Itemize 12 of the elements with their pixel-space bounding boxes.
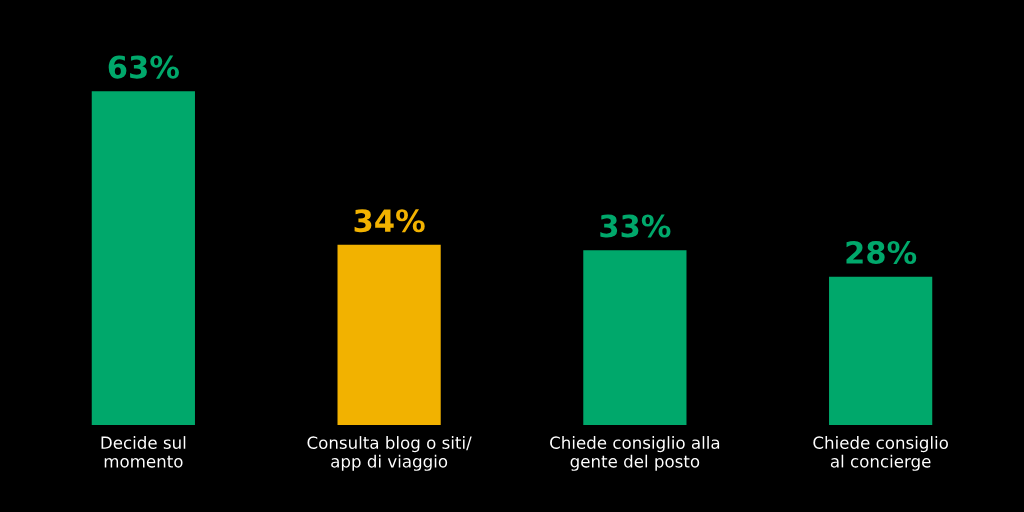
x-tick-label: Consulta blog o siti/ app di viaggio <box>307 436 472 471</box>
data-label: 28% <box>846 240 917 265</box>
data-label: 63% <box>108 55 179 79</box>
bar <box>337 244 441 425</box>
bar <box>583 250 687 425</box>
bar <box>91 91 195 425</box>
x-tick-label: Decide sul momento <box>101 436 186 468</box>
x-tick-label: Chiede consiglio alla gente del posto <box>550 436 720 471</box>
bar <box>829 276 933 425</box>
data-label: 33% <box>600 214 671 238</box>
x-tick-label: Chiede consiglio al concierge <box>813 436 948 471</box>
data-label: 34% <box>354 209 425 233</box>
